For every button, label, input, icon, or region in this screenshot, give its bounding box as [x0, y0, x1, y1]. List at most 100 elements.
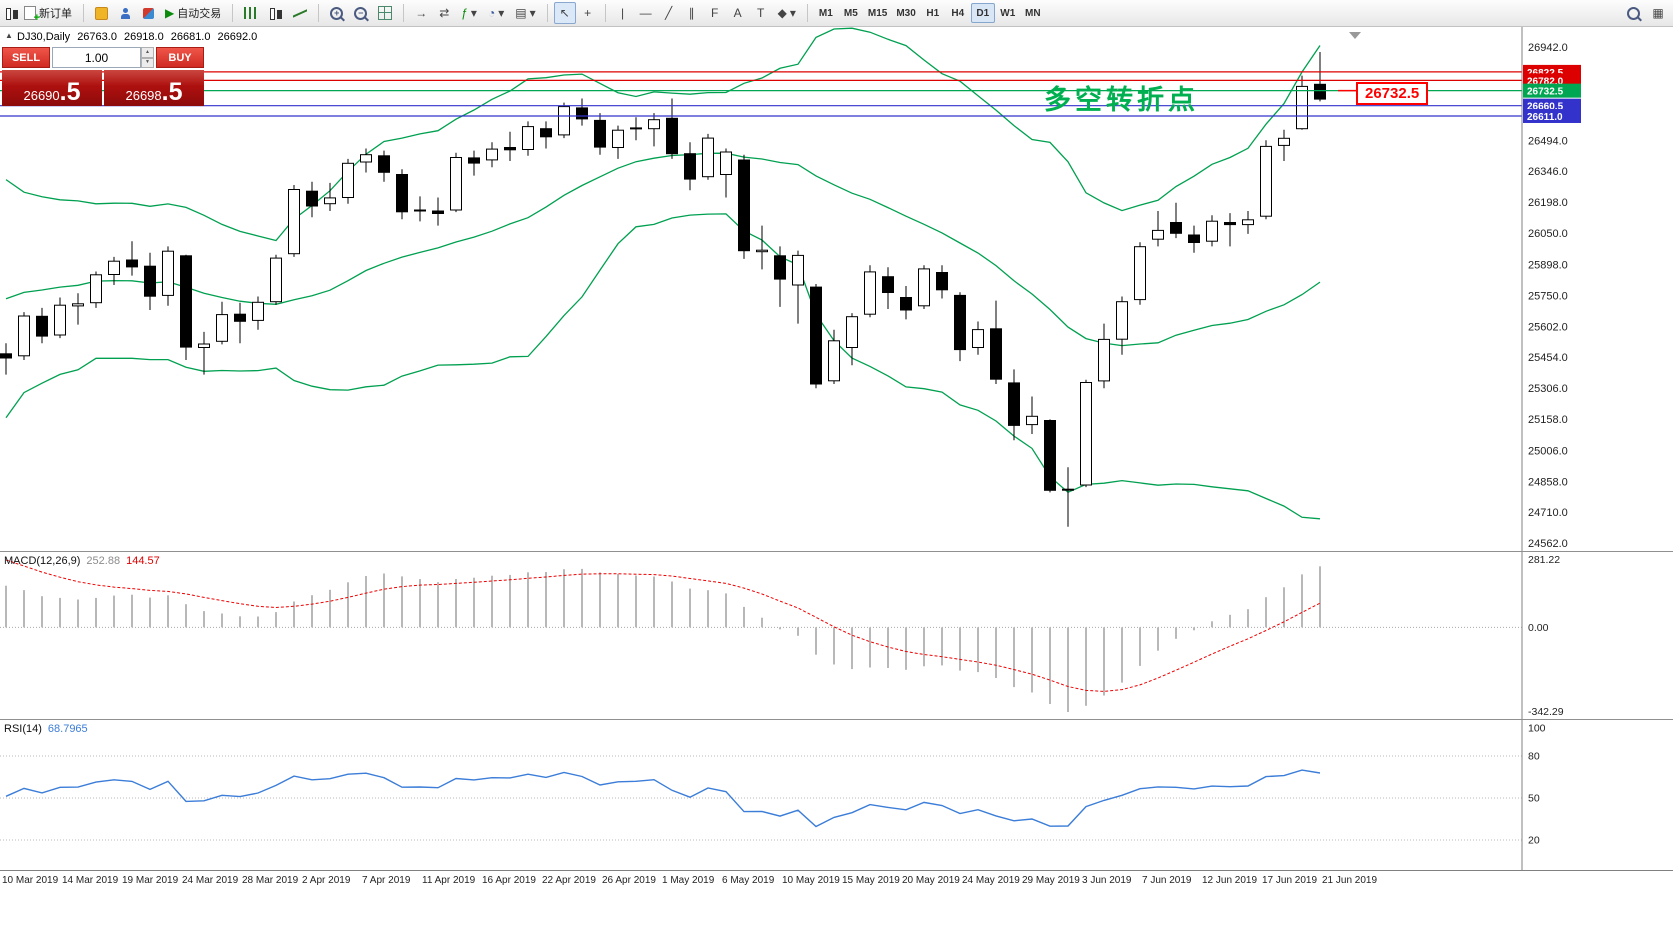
- chart-shift-icon: ⇄: [439, 6, 450, 20]
- new-order-button[interactable]: 新订单: [19, 2, 77, 24]
- date-label: 26 Apr 2019: [602, 875, 656, 886]
- bar-chart-button[interactable]: [239, 2, 262, 24]
- close-value: 26692.0: [217, 31, 258, 43]
- tile-windows-icon: [378, 6, 393, 20]
- text-label-button[interactable]: T: [750, 2, 772, 24]
- sell-button[interactable]: SELL: [2, 47, 50, 68]
- svg-text:25306.0: 25306.0: [1528, 383, 1568, 395]
- timeframe-m5[interactable]: M5: [839, 3, 863, 23]
- channel-button[interactable]: ∥: [681, 2, 703, 24]
- window-layout-button[interactable]: ▦: [1647, 2, 1669, 24]
- svg-text:80: 80: [1528, 751, 1540, 763]
- svg-text:26198.0: 26198.0: [1528, 197, 1568, 209]
- chart-window-icon: [4, 7, 18, 20]
- timeframe-mn[interactable]: MN: [1021, 3, 1045, 23]
- volume-down-button[interactable]: ▼: [141, 57, 154, 68]
- profile-button[interactable]: [114, 2, 136, 24]
- sell-price-pips: .5: [59, 78, 81, 106]
- rsi-label: RSI(14) 68.7965: [4, 723, 88, 735]
- timeframe-m15[interactable]: M15: [864, 3, 891, 23]
- svg-text:26782.0: 26782.0: [1527, 76, 1564, 87]
- svg-text:24858.0: 24858.0: [1528, 476, 1568, 488]
- macd-label: MACD(12,26,9) 252.88 144.57: [4, 555, 160, 567]
- line-chart-icon: [293, 7, 307, 19]
- horizontal-line-icon: —: [639, 6, 652, 20]
- main-chart-canvas[interactable]: 26822.526782.026732.526660.526611.026942…: [0, 27, 1673, 551]
- sell-price-panel[interactable]: 26690 .5: [2, 70, 102, 106]
- autotrading-button[interactable]: ▶ 自动交易: [160, 2, 226, 24]
- timeframe-w1[interactable]: W1: [996, 3, 1020, 23]
- toolbar-separator: [546, 4, 548, 22]
- templates-button[interactable]: ▤ ▾: [510, 2, 540, 24]
- auto-scroll-button[interactable]: →: [410, 2, 432, 24]
- search-button[interactable]: [1622, 2, 1645, 24]
- svg-text:25454.0: 25454.0: [1528, 352, 1568, 364]
- shapes-button[interactable]: ◆ ▾: [773, 2, 801, 24]
- volume-up-button[interactable]: ▲: [141, 47, 154, 58]
- svg-text:25898.0: 25898.0: [1528, 260, 1568, 272]
- market-icon: [95, 6, 108, 20]
- one-click-collapse-toggle[interactable]: ▲: [5, 31, 13, 40]
- svg-text:26611.0: 26611.0: [1527, 112, 1563, 123]
- horizontal-line-button[interactable]: —: [635, 2, 657, 24]
- chevron-down-icon: ▾: [789, 6, 796, 20]
- crosshair-button[interactable]: +: [577, 2, 599, 24]
- market-button[interactable]: [90, 2, 113, 24]
- timeframe-m30[interactable]: M30: [892, 3, 919, 23]
- date-label: 29 May 2019: [1022, 875, 1080, 886]
- panel-separator[interactable]: [0, 551, 1673, 552]
- fibonacci-button[interactable]: F: [704, 2, 726, 24]
- panel-separator[interactable]: [0, 719, 1673, 720]
- zoom-out-button[interactable]: −: [349, 2, 372, 24]
- open-value: 26763.0: [77, 31, 117, 43]
- timeframe-h4[interactable]: H4: [946, 3, 970, 23]
- signals-button[interactable]: [137, 2, 159, 24]
- templates-icon: ▤: [515, 6, 527, 20]
- timeframe-d1[interactable]: D1: [970, 3, 995, 23]
- rsi-name: RSI(14): [4, 723, 42, 735]
- crosshair-icon: +: [584, 6, 592, 20]
- buy-price-main: 26698: [125, 88, 162, 103]
- zoom-in-button[interactable]: +: [325, 2, 348, 24]
- zoom-out-icon: −: [354, 6, 368, 20]
- svg-text:0.00: 0.00: [1528, 622, 1549, 634]
- buy-button[interactable]: BUY: [156, 47, 204, 68]
- profile-icon: [120, 7, 131, 19]
- candlestick-chart-button[interactable]: [263, 2, 287, 24]
- text-icon: A: [733, 6, 742, 20]
- chevron-down-icon: ▾: [498, 6, 505, 20]
- toolbar-separator: [232, 4, 234, 22]
- zoom-in-icon: +: [330, 6, 344, 20]
- macd-canvas[interactable]: 281.22 0.00 -342.29: [0, 552, 1673, 719]
- svg-text:50: 50: [1528, 793, 1540, 805]
- svg-text:26732.5: 26732.5: [1527, 87, 1564, 98]
- indicators-button[interactable]: ƒ ▾: [456, 2, 482, 24]
- line-chart-button[interactable]: [288, 2, 312, 24]
- chart-shift-button[interactable]: ⇄: [433, 2, 455, 24]
- date-label: 24 May 2019: [962, 875, 1020, 886]
- date-label: 21 Jun 2019: [1322, 875, 1378, 886]
- svg-text:25158.0: 25158.0: [1528, 414, 1568, 426]
- text-button[interactable]: A: [727, 2, 749, 24]
- trendline-button[interactable]: ╱: [658, 2, 680, 24]
- signals-icon: [142, 7, 154, 19]
- date-label: 16 Apr 2019: [482, 875, 536, 886]
- timeframe-h1[interactable]: H1: [921, 3, 945, 23]
- periods-button[interactable]: ◔ ▾: [483, 2, 509, 24]
- date-label: 17 Jun 2019: [1262, 875, 1318, 886]
- rsi-canvas[interactable]: 100 80 50 20: [0, 720, 1673, 870]
- fibonacci-icon: F: [710, 6, 719, 20]
- date-label: 24 Mar 2019: [182, 875, 239, 886]
- svg-text:26050.0: 26050.0: [1528, 228, 1568, 240]
- vertical-line-button[interactable]: |: [612, 2, 634, 24]
- svg-text:100: 100: [1528, 723, 1546, 735]
- text-label-icon: T: [756, 6, 765, 20]
- buy-price-panel[interactable]: 26698 .5: [104, 70, 204, 106]
- svg-text:24562.0: 24562.0: [1528, 538, 1568, 550]
- cursor-button[interactable]: ↖: [553, 2, 576, 24]
- timeframe-m1[interactable]: M1: [814, 3, 838, 23]
- date-label: 10 May 2019: [782, 875, 840, 886]
- volume-input[interactable]: [52, 47, 141, 68]
- time-axis[interactable]: 10 Mar 2019 14 Mar 2019 19 Mar 2019 24 Mar …: [0, 870, 1673, 892]
- tile-windows-button[interactable]: [373, 2, 397, 24]
